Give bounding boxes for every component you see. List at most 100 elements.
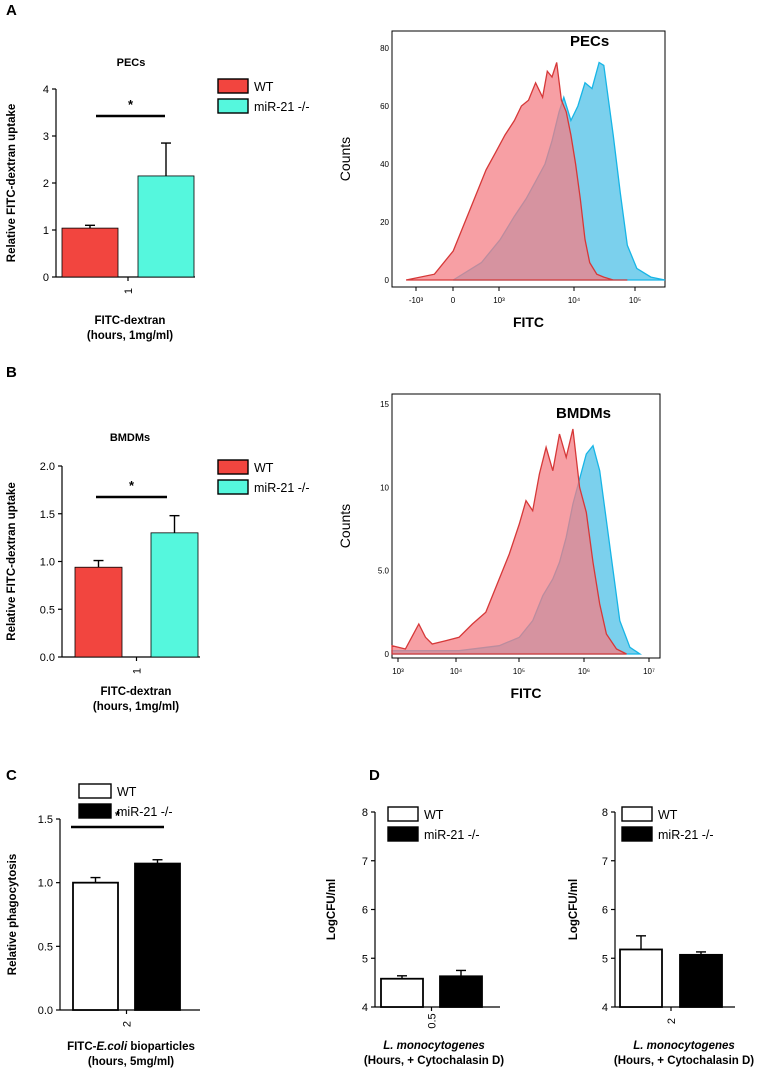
c-bar-x-axis-label-1: (hours, 5mg/ml) — [88, 1056, 174, 1068]
a-hist-title: PECs — [570, 33, 609, 50]
b-hist-y-tick-label: 10 — [380, 483, 389, 492]
c-bar-bar-wt — [72, 881, 119, 1011]
a-hist-x-axis-label: FITC — [513, 314, 544, 330]
a-bar-legend-swatch-wt — [217, 78, 249, 94]
a-bar-y-tick-label: 1 — [43, 225, 49, 237]
a-bar-legend-swatch-mir21 — [217, 98, 249, 114]
panel-letter-d: D — [369, 767, 380, 784]
b-bar-legend-swatch-wt — [217, 459, 249, 475]
b-hist-x-axis-label: FITC — [510, 685, 541, 701]
c-bar-legend-swatch-wt — [78, 783, 112, 799]
b-bar-legend-label: WT — [254, 461, 274, 475]
d2-bar-y-tick-label: 4 — [602, 1002, 608, 1014]
a-hist-x-tick-label: 0 — [451, 296, 456, 305]
d2-bar-x-axis-label-0: L. monocytogenes — [633, 1040, 735, 1052]
d1-bar-y-axis-label: LogCFU/ml — [326, 879, 338, 940]
a-bar-legend-label: miR-21 -/- — [254, 100, 310, 114]
b-hist-y-tick-label: 5.0 — [378, 567, 390, 576]
b-bar-legend-swatch-mir21 — [217, 479, 249, 495]
b-bar-significance-star: * — [129, 478, 135, 493]
panel-letter-c: C — [6, 767, 17, 784]
b-bar-x-axis-label-0: FITC-dextran — [101, 686, 172, 698]
b-bar-y-tick-label: 0.0 — [40, 652, 55, 664]
a-hist-x-tick-label: 10⁵ — [629, 296, 641, 305]
d2-bar-legend-label: miR-21 -/- — [658, 828, 714, 842]
a-bar-y-tick-label: 4 — [43, 84, 49, 96]
panel-letter-a: A — [6, 2, 17, 19]
a-bar-x-axis-label-0: FITC-dextran — [95, 315, 166, 327]
b-bar-y-tick-label: 1.0 — [40, 557, 55, 569]
d1-bar-x-axis-label-1: (Hours, + Cytochalasin D) — [364, 1055, 504, 1067]
d2-bar-x-axis-label-1: (Hours, + Cytochalasin D) — [614, 1055, 754, 1067]
b-bar-x-tick-label: 1 — [132, 668, 144, 674]
d2-bar-legend-swatch-mir21 — [621, 826, 653, 842]
d1-bar-x-axis-label-0: L. monocytogenes — [383, 1040, 485, 1052]
a-bar-y-tick-label: 3 — [43, 131, 49, 143]
a-bar-legend-label: WT — [254, 80, 274, 94]
a-bar-x-axis-label-1: (hours, 1mg/ml) — [87, 330, 173, 342]
b-bar-y-tick-label: 1.5 — [40, 509, 55, 521]
d2-bar-bar-mir21 — [679, 953, 723, 1008]
c-bar-significance-star: * — [115, 808, 121, 823]
d2-bar-y-tick-label: 7 — [602, 856, 608, 868]
c-bar-legend-label: miR-21 -/- — [117, 805, 173, 819]
d1-bar-y-tick-label: 4 — [362, 1002, 368, 1014]
d2-bar-bar-wt — [619, 948, 663, 1008]
b-hist-y-tick-label: 15 — [380, 400, 389, 409]
d1-bar-legend-label: miR-21 -/- — [424, 828, 480, 842]
b-hist-x-tick-label: 10⁷ — [643, 667, 655, 676]
panel-letter-b: B — [6, 364, 17, 381]
d1-bar-x-tick-label: 0.5 — [427, 1013, 439, 1028]
a-hist-x-tick-label: 10⁴ — [568, 296, 581, 305]
b-hist-x-tick-label: 10⁵ — [513, 667, 525, 676]
d2-bar-y-tick-label: 8 — [602, 807, 608, 819]
d2-bar-legend-swatch-wt — [621, 806, 653, 822]
d1-bar-bar-mir21 — [439, 975, 483, 1008]
c-bar-y-tick-label: 1.0 — [38, 878, 53, 890]
b-bar-legend-label: miR-21 -/- — [254, 481, 310, 495]
d1-bar-y-tick-label: 5 — [362, 953, 368, 965]
d1-bar-y-tick-label: 6 — [362, 905, 368, 917]
a-bar-y-tick-label: 0 — [43, 272, 49, 284]
a-hist-y-tick-label: 0 — [385, 276, 390, 285]
b-bar-bar-mir21 — [150, 532, 199, 658]
d2-bar-y-axis-label: LogCFU/ml — [568, 879, 580, 940]
d1-bar-bar-wt — [380, 977, 424, 1008]
c-bar-y-tick-label: 0.0 — [38, 1005, 53, 1017]
a-hist-histogram-wt — [405, 62, 628, 281]
b-bar-x-axis-label-1: (hours, 1mg/ml) — [93, 701, 179, 713]
c-bar-legend-label: WT — [117, 785, 137, 799]
c-bar-x-tick-label: 2 — [122, 1021, 134, 1027]
d1-bar-y-tick-label: 7 — [362, 856, 368, 868]
c-bar-y-tick-label: 0.5 — [38, 941, 53, 953]
d2-bar-legend-label: WT — [658, 808, 678, 822]
d1-bar-legend-label: WT — [424, 808, 444, 822]
b-hist-x-tick-label: 10³ — [392, 667, 404, 676]
a-bar-bar-wt — [61, 227, 119, 278]
a-bar-y-axis-label: Relative FITC-dextran uptake — [6, 104, 18, 262]
b-bar-y-axis-label: Relative FITC-dextran uptake — [6, 482, 18, 640]
d2-bar-x-tick-label: 2 — [666, 1018, 678, 1024]
c-bar-bar-mir21 — [134, 862, 181, 1011]
a-hist-y-tick-label: 20 — [380, 218, 389, 227]
d1-bar-legend-swatch-wt — [387, 806, 419, 822]
a-hist-x-tick-label: -10³ — [409, 296, 424, 305]
c-bar-x-axis-label-0: FITC-E.coli bioparticles — [67, 1041, 195, 1053]
b-hist-y-axis-label: Counts — [337, 504, 353, 548]
a-bar-y-tick-label: 2 — [43, 178, 49, 190]
a-hist-y-tick-label: 80 — [380, 44, 389, 53]
b-bar-y-tick-label: 2.0 — [40, 461, 55, 473]
d2-bar-y-tick-label: 5 — [602, 953, 608, 965]
b-hist-y-tick-label: 0 — [385, 650, 390, 659]
b-hist-x-tick-label: 10⁴ — [450, 667, 463, 676]
b-hist-title: BMDMs — [556, 405, 611, 422]
d2-bar-y-tick-label: 6 — [602, 905, 608, 917]
c-bar-y-axis-label: Relative phagocytosis — [7, 854, 19, 975]
c-bar-y-tick-label: 1.5 — [38, 814, 53, 826]
b-hist-histogram-wt — [391, 428, 627, 655]
b-bar-y-tick-label: 0.5 — [40, 604, 55, 616]
b-hist-x-tick-label: 10⁶ — [578, 667, 590, 676]
a-bar-significance-star: * — [128, 97, 134, 112]
a-hist-x-tick-label: 10³ — [493, 296, 505, 305]
